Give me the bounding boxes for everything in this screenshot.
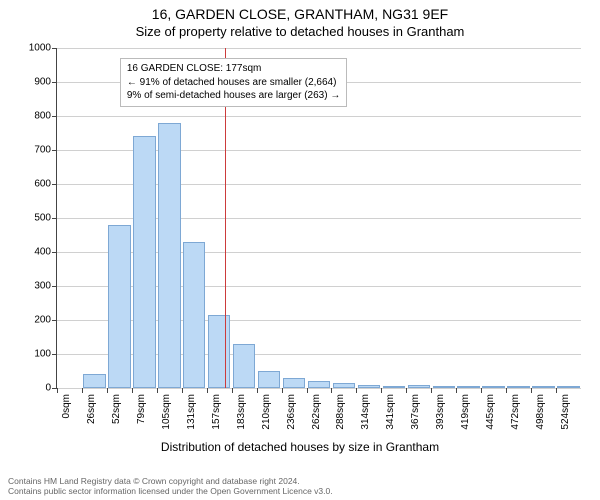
histogram-bar — [532, 386, 554, 388]
x-tick-mark — [481, 388, 482, 393]
chart-container: Number of detached properties 0100200300… — [0, 40, 600, 470]
annotation-line-1: 16 GARDEN CLOSE: 177sqm — [127, 62, 340, 76]
y-tick-label: 900 — [17, 77, 51, 88]
histogram-bar — [208, 315, 230, 388]
x-tick-mark — [157, 388, 158, 393]
y-tick-mark — [52, 354, 57, 355]
x-tick-label: 472sqm — [510, 394, 521, 430]
annotation-box: 16 GARDEN CLOSE: 177sqm ← 91% of detache… — [120, 58, 347, 107]
footer-line-2: Contains public sector information licen… — [8, 486, 592, 496]
x-tick-mark — [182, 388, 183, 393]
x-tick-label: 288sqm — [335, 394, 346, 430]
histogram-bar — [333, 383, 355, 388]
histogram-bar — [233, 344, 255, 388]
x-tick-mark — [406, 388, 407, 393]
y-tick-mark — [52, 150, 57, 151]
x-tick-mark — [531, 388, 532, 393]
x-tick-mark — [506, 388, 507, 393]
y-tick-label: 0 — [17, 383, 51, 394]
histogram-bar — [408, 385, 430, 388]
x-tick-label: 419sqm — [460, 394, 471, 430]
y-tick-label: 500 — [17, 213, 51, 224]
y-tick-mark — [52, 218, 57, 219]
x-tick-label: 0sqm — [61, 394, 72, 418]
page-subtitle: Size of property relative to detached ho… — [0, 22, 600, 39]
x-tick-label: 367sqm — [410, 394, 421, 430]
y-tick-label: 300 — [17, 281, 51, 292]
histogram-bar — [108, 225, 130, 388]
gridline — [57, 48, 581, 49]
y-tick-label: 700 — [17, 145, 51, 156]
x-tick-mark — [207, 388, 208, 393]
x-tick-mark — [82, 388, 83, 393]
histogram-bar — [557, 386, 579, 388]
y-tick-label: 100 — [17, 349, 51, 360]
x-tick-mark — [356, 388, 357, 393]
x-tick-mark — [257, 388, 258, 393]
x-tick-label: 210sqm — [261, 394, 272, 430]
x-tick-mark — [307, 388, 308, 393]
gridline — [57, 388, 581, 389]
plot-area: 010020030040050060070080090010000sqm26sq… — [56, 48, 581, 389]
x-tick-mark — [282, 388, 283, 393]
x-tick-label: 79sqm — [136, 394, 147, 424]
x-tick-label: 183sqm — [236, 394, 247, 430]
annotation-line-2: ← 91% of detached houses are smaller (2,… — [127, 76, 340, 90]
y-tick-label: 400 — [17, 247, 51, 258]
x-tick-label: 445sqm — [485, 394, 496, 430]
y-tick-mark — [52, 252, 57, 253]
histogram-bar — [183, 242, 205, 388]
y-tick-label: 200 — [17, 315, 51, 326]
x-tick-mark — [132, 388, 133, 393]
x-tick-label: 131sqm — [186, 394, 197, 430]
x-tick-mark — [57, 388, 58, 393]
histogram-bar — [308, 381, 330, 388]
x-tick-label: 524sqm — [560, 394, 571, 430]
x-tick-label: 236sqm — [286, 394, 297, 430]
x-tick-label: 157sqm — [211, 394, 222, 430]
histogram-bar — [133, 136, 155, 388]
footer-line-1: Contains HM Land Registry data © Crown c… — [8, 476, 592, 486]
y-tick-mark — [52, 184, 57, 185]
histogram-bar — [482, 386, 504, 388]
x-tick-label: 26sqm — [86, 394, 97, 424]
y-tick-label: 800 — [17, 111, 51, 122]
histogram-bar — [83, 374, 105, 388]
histogram-bar — [158, 123, 180, 388]
x-tick-label: 52sqm — [111, 394, 122, 424]
gridline — [57, 116, 581, 117]
y-tick-mark — [52, 116, 57, 117]
histogram-bar — [358, 385, 380, 388]
footer-attribution: Contains HM Land Registry data © Crown c… — [0, 474, 600, 498]
x-tick-mark — [456, 388, 457, 393]
x-tick-mark — [331, 388, 332, 393]
histogram-bar — [433, 386, 455, 388]
page-title: 16, GARDEN CLOSE, GRANTHAM, NG31 9EF — [0, 0, 600, 22]
y-tick-mark — [52, 286, 57, 287]
x-tick-label: 393sqm — [435, 394, 446, 430]
y-tick-mark — [52, 82, 57, 83]
histogram-bar — [283, 378, 305, 388]
histogram-bar — [457, 386, 479, 388]
x-tick-label: 262sqm — [311, 394, 322, 430]
y-tick-label: 1000 — [17, 43, 51, 54]
x-axis-label: Distribution of detached houses by size … — [0, 440, 600, 454]
x-tick-mark — [431, 388, 432, 393]
x-tick-mark — [107, 388, 108, 393]
x-tick-label: 341sqm — [385, 394, 396, 430]
x-tick-mark — [232, 388, 233, 393]
x-tick-mark — [381, 388, 382, 393]
histogram-bar — [383, 386, 405, 388]
x-tick-label: 105sqm — [161, 394, 172, 430]
histogram-bar — [258, 371, 280, 388]
x-tick-label: 498sqm — [535, 394, 546, 430]
histogram-bar — [507, 386, 529, 388]
annotation-line-3: 9% of semi-detached houses are larger (2… — [127, 89, 340, 103]
y-tick-mark — [52, 320, 57, 321]
y-tick-label: 600 — [17, 179, 51, 190]
x-tick-mark — [556, 388, 557, 393]
x-tick-label: 314sqm — [360, 394, 371, 430]
y-tick-mark — [52, 48, 57, 49]
